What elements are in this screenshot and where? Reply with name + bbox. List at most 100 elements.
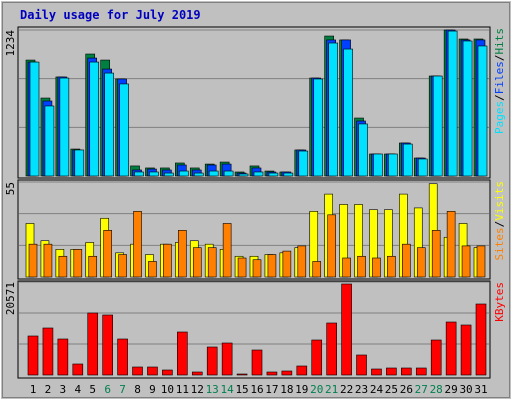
- bar: [103, 230, 112, 278]
- bar: [57, 338, 69, 376]
- legend-entry: Pages: [493, 101, 506, 134]
- bar: [461, 245, 471, 278]
- bar: [119, 83, 129, 177]
- bar: [207, 247, 217, 278]
- x-tick-label: 13: [206, 383, 219, 396]
- bar: [266, 371, 278, 376]
- x-tick-label: 7: [119, 383, 126, 396]
- bar: [447, 30, 458, 177]
- bar: [191, 371, 203, 376]
- bar: [59, 77, 70, 177]
- legend: KBytes: [493, 282, 506, 322]
- legend-entry: Hits: [493, 28, 506, 55]
- bar: [238, 173, 249, 177]
- bar: [237, 257, 247, 278]
- bar: [27, 335, 39, 376]
- bar: [147, 366, 158, 376]
- bar: [460, 324, 472, 376]
- bar: [253, 171, 264, 177]
- legend: Pages/Files/Hits: [493, 28, 506, 134]
- bar: [267, 254, 277, 278]
- bar: [134, 171, 144, 177]
- x-tick-label: 16: [250, 383, 263, 396]
- legend-entry: Visits: [493, 181, 506, 221]
- bar: [417, 158, 428, 177]
- x-tick-label: 5: [89, 383, 96, 396]
- x-tick-label: 8: [134, 383, 141, 396]
- x-tick-label: 26: [400, 383, 413, 396]
- x-tick-label: 19: [295, 383, 308, 396]
- bar: [387, 255, 396, 278]
- bar: [386, 367, 397, 376]
- bar: [296, 365, 308, 376]
- bar: [403, 143, 413, 177]
- bar: [148, 261, 157, 278]
- x-tick-label: 2: [45, 383, 52, 396]
- bar: [72, 363, 84, 376]
- bar: [431, 230, 441, 278]
- y-tick-label: 20571: [4, 282, 17, 315]
- bar: [222, 223, 232, 278]
- bar: [88, 255, 98, 278]
- bar: [445, 321, 457, 376]
- bar: [475, 303, 487, 376]
- bar: [192, 247, 202, 278]
- bar: [371, 368, 382, 376]
- bar: [163, 243, 172, 278]
- bar: [133, 211, 142, 278]
- legend-entry: Sites: [493, 227, 506, 260]
- bar: [343, 48, 353, 177]
- bar: [149, 171, 159, 177]
- bar: [477, 45, 488, 177]
- bar: [282, 250, 292, 278]
- x-tick-label: 10: [161, 383, 174, 396]
- legend-separator: /: [493, 221, 506, 228]
- bar: [358, 123, 368, 177]
- bar: [415, 367, 427, 376]
- bar: [311, 339, 323, 376]
- bar: [89, 61, 100, 177]
- legend-entry: Files: [493, 61, 506, 94]
- x-tick-label: 6: [104, 383, 111, 396]
- bar: [430, 339, 442, 376]
- bar: [356, 354, 367, 376]
- bar: [44, 105, 55, 177]
- bar: [432, 75, 443, 177]
- bar: [251, 349, 263, 376]
- x-tick-label: 22: [340, 383, 353, 396]
- x-tick-label: 31: [474, 383, 487, 396]
- bar: [29, 61, 40, 177]
- chart-title: Daily usage for July 2019: [20, 8, 201, 22]
- y-tick-label: 1234: [4, 30, 17, 57]
- bar: [297, 245, 307, 278]
- bar: [104, 72, 114, 177]
- x-tick-label: 27: [415, 383, 428, 396]
- bar: [28, 243, 38, 278]
- bar: [476, 245, 486, 278]
- x-tick-label: 29: [445, 383, 458, 396]
- legend: Sites/Visits: [493, 181, 506, 261]
- bar: [43, 243, 53, 278]
- x-tick-label: 11: [176, 383, 189, 396]
- bar: [73, 249, 83, 278]
- bar: [281, 370, 293, 376]
- bar: [357, 255, 366, 278]
- bar: [236, 373, 248, 376]
- bar: [401, 367, 412, 376]
- bar: [164, 172, 174, 177]
- bar: [462, 40, 473, 177]
- bar: [252, 259, 262, 278]
- legend-entry: KBytes: [493, 282, 506, 322]
- x-tick-label: 25: [385, 383, 398, 396]
- x-tick-label: 30: [459, 383, 472, 396]
- bar: [298, 150, 309, 177]
- bar: [58, 255, 68, 278]
- x-tick-label: 15: [235, 383, 248, 396]
- bar: [74, 149, 85, 177]
- x-tick-label: 12: [191, 383, 204, 396]
- bar: [327, 214, 336, 278]
- x-tick-label: 23: [355, 383, 368, 396]
